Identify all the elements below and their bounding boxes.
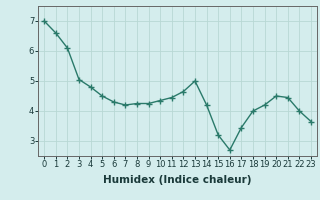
X-axis label: Humidex (Indice chaleur): Humidex (Indice chaleur)	[103, 175, 252, 185]
